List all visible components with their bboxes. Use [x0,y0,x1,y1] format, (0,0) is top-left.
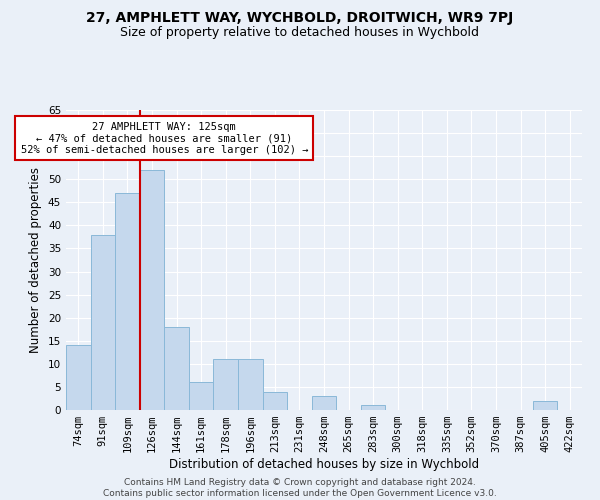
Bar [312,396,336,410]
Bar [189,382,214,410]
Text: Size of property relative to detached houses in Wychbold: Size of property relative to detached ho… [121,26,479,39]
Bar [115,193,140,410]
Bar [91,234,115,410]
Bar [361,406,385,410]
X-axis label: Distribution of detached houses by size in Wychbold: Distribution of detached houses by size … [169,458,479,471]
Bar [214,359,238,410]
Bar [238,359,263,410]
Text: 27, AMPHLETT WAY, WYCHBOLD, DROITWICH, WR9 7PJ: 27, AMPHLETT WAY, WYCHBOLD, DROITWICH, W… [86,11,514,25]
Text: Contains HM Land Registry data © Crown copyright and database right 2024.
Contai: Contains HM Land Registry data © Crown c… [103,478,497,498]
Bar [533,401,557,410]
Bar [66,346,91,410]
Y-axis label: Number of detached properties: Number of detached properties [29,167,43,353]
Bar [140,170,164,410]
Text: 27 AMPHLETT WAY: 125sqm
← 47% of detached houses are smaller (91)
52% of semi-de: 27 AMPHLETT WAY: 125sqm ← 47% of detache… [20,122,308,154]
Bar [263,392,287,410]
Bar [164,327,189,410]
